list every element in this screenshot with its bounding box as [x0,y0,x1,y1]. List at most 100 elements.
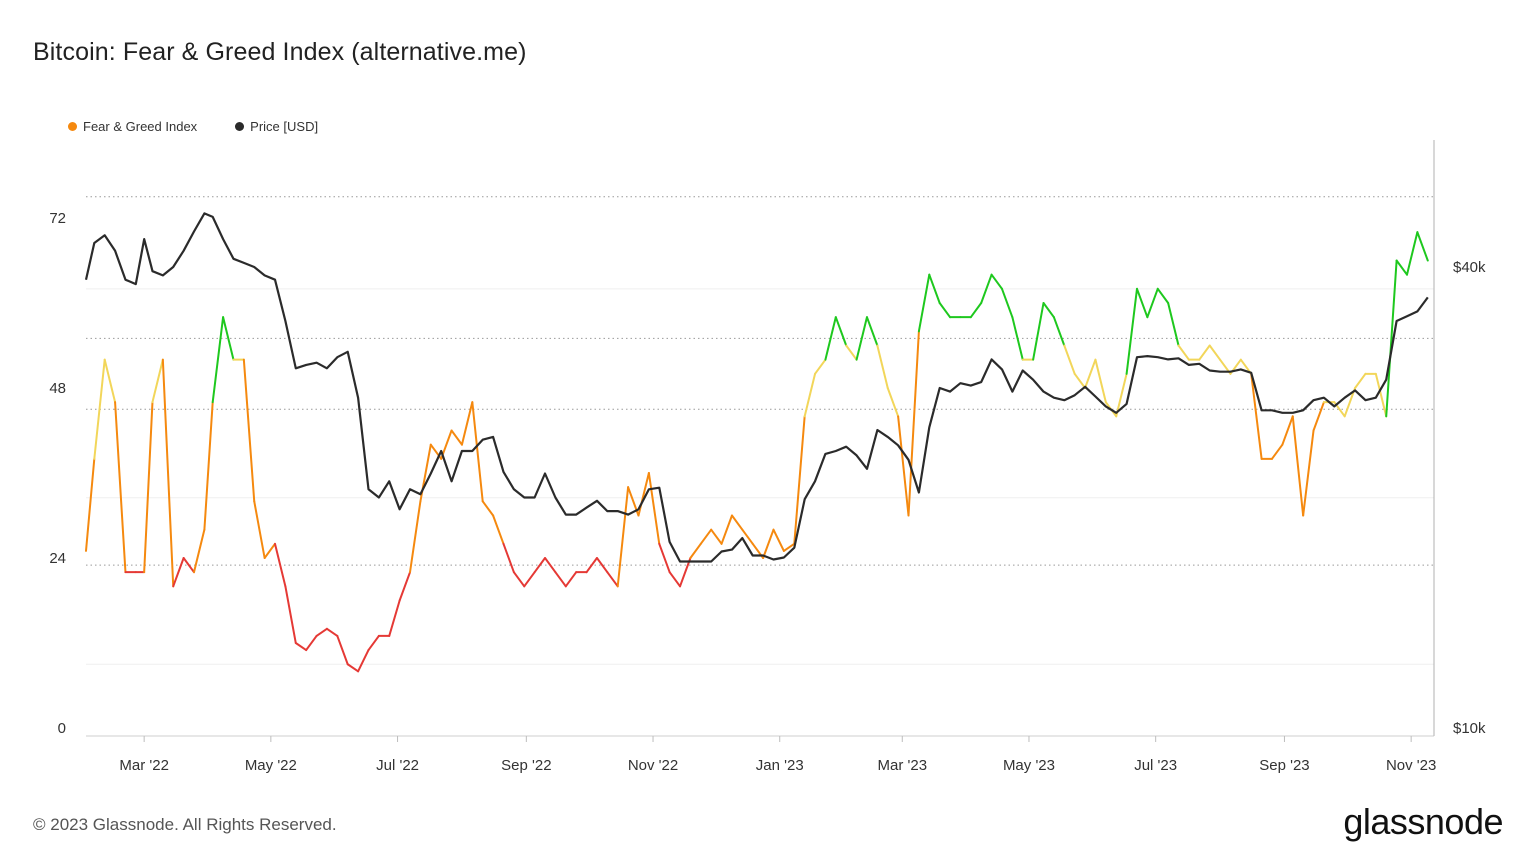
fear-greed-segment [172,557,185,588]
fear-greed-segment [928,273,941,304]
fear-greed-segment [720,514,733,545]
fear-greed-segment [143,401,154,574]
fear-greed-segment [699,528,713,545]
fear-greed-segment [1000,287,1014,319]
legend-label-fear-greed: Fear & Greed Index [83,119,198,134]
fear-greed-segment [1302,429,1315,517]
fear-greed-segment [305,634,318,652]
legend: Fear & Greed Index Price [USD] [68,119,318,134]
fear-greed-segment [1073,372,1087,389]
copyright-text: © 2023 Glassnode. All Rights Reserved. [33,815,337,834]
fear-greed-segment [336,634,349,666]
fear-greed-segment [1094,358,1107,404]
fear-greed-segment [876,344,889,389]
fear-greed-segment [284,585,297,644]
fear-greed-segment [1385,259,1398,418]
fear-greed-segment [222,316,235,361]
fear-greed-segment [897,415,910,517]
y-right-tick-1: $40k [1453,259,1486,276]
fear-greed-segment [1011,316,1024,361]
fear-greed-segment [1052,316,1066,347]
fear-greed-segment [544,557,557,574]
glassnode-logo: glassnode [1343,801,1503,842]
fear-greed-segment [710,528,723,545]
fear-greed-segment [637,472,650,517]
fear-greed-segment [193,528,206,574]
fear-greed-segment [533,557,547,574]
fear-greed-segment [1281,415,1294,446]
fear-greed-segment [814,358,827,375]
fear-greed-segment [346,663,360,673]
legend-item-fear-greed[interactable]: Fear & Greed Index [68,119,197,134]
fear-greed-segment [114,401,127,574]
fear-greed-segment [182,557,196,574]
fear-greed-segment [907,330,920,517]
fear-greed-segment [1405,231,1419,276]
fear-greed-segment [689,542,702,559]
x-tick-label-6: Mar '23 [877,757,927,774]
fear-greed-segment [460,401,474,446]
fear-greed-segment [263,542,277,559]
y-left-tick-0: 0 [58,720,66,737]
fear-greed-segment [679,557,692,588]
fear-greed-segment [471,401,484,503]
fear-greed-segment [1084,358,1097,389]
fear-greed-segment [554,571,567,588]
fear-greed-segment [834,316,848,347]
x-tick-label-9: Sep '23 [1259,757,1309,774]
fear-greed-segment [803,372,817,418]
x-tick-label-0: Mar '22 [119,757,169,774]
fear-greed-segment [647,472,661,545]
x-tick-label-7: May '23 [1003,757,1055,774]
fear-greed-segment [793,415,806,545]
fear-greed-segment [274,542,287,588]
x-tick-label-8: Jul '23 [1134,757,1177,774]
x-tick-label-2: Jul '22 [376,757,419,774]
y-right-tick-0: $10k [1453,720,1486,737]
fear-greed-segment [512,571,526,588]
fear-greed-segment [1395,259,1408,276]
y-left-tick-3: 72 [49,210,66,227]
fear-greed-segment [1374,372,1388,418]
fear-greed-segment [294,642,308,652]
fear-greed-segment [1354,372,1367,389]
fear-greed-segment [1135,287,1149,319]
legend-dot-price [235,122,245,131]
fear-greed-segment [980,273,993,304]
fear-greed-segment [93,358,106,460]
fear-greed-segment [772,528,785,552]
fear-greed-segment [606,571,619,588]
fear-greed-segment [481,500,495,517]
fear-greed-segment [1416,231,1429,262]
fear-greed-segment [211,316,225,404]
x-tick-label-1: May '22 [245,757,297,774]
fear-greed-segment [367,634,380,652]
fear-greed-segment [845,344,858,361]
price-line [84,212,1429,563]
fear-greed-segment [730,514,744,531]
fear-greed-segment [523,571,536,588]
fear-greed-segment [502,542,515,574]
fear-greed-segment [855,316,868,361]
fear-greed-segment [103,358,117,404]
fear-greed-segment [398,571,412,602]
fear-greed-segment [782,542,796,552]
fear-greed-segment [1312,401,1325,432]
x-tick-label-10: Nov '23 [1386,757,1436,774]
fear-greed-segment [616,486,630,588]
fear-greed-segment [1291,415,1305,517]
fear-greed-segment [938,302,952,319]
fear-greed-segment [585,557,598,574]
fear-greed-segment [668,571,682,588]
fear-greed-segment [357,649,370,673]
fear-greed-segment [1032,302,1045,361]
fear-greed-segment [1125,287,1138,375]
fear-greed-segment [917,273,931,333]
fear-greed-segment [203,401,214,531]
chart-title: Bitcoin: Fear & Greed Index (alternative… [33,38,527,66]
fear-greed-segment [161,358,175,588]
fear-greed-segment [564,571,578,588]
legend-item-price[interactable]: Price [USD] [235,119,318,134]
fear-greed-segment [409,500,422,574]
